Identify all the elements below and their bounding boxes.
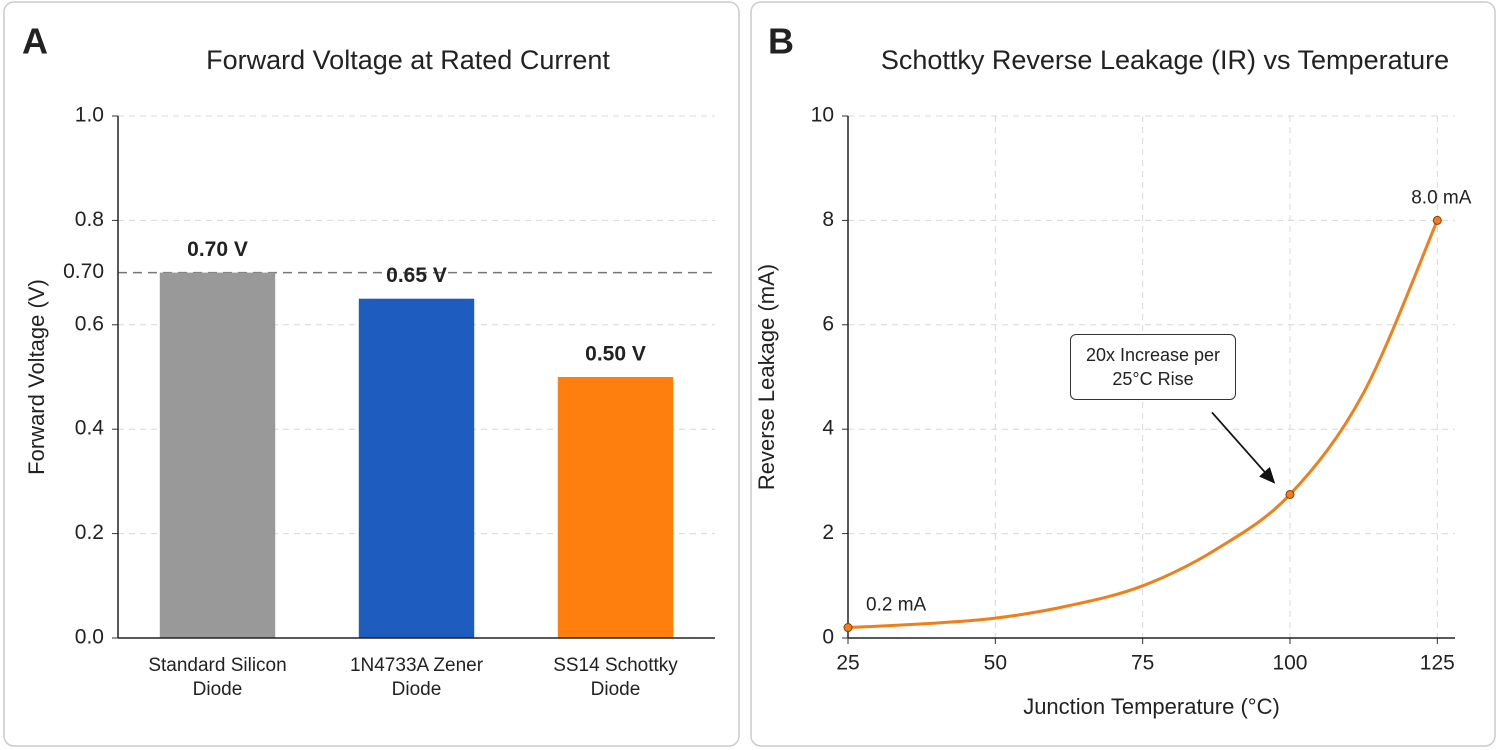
- y-axis-label: Reverse Leakage (mA): [754, 264, 779, 490]
- y-tick-label: 0.2: [75, 521, 104, 544]
- annotation-point: [1432, 215, 1442, 225]
- value-label: 0.50 V: [585, 343, 646, 366]
- y-tick-label: 4: [822, 417, 834, 440]
- x-tick-label: 25: [836, 652, 859, 675]
- annotation-point: [843, 623, 853, 633]
- y-tick-label: 2: [822, 521, 834, 544]
- bar: [159, 272, 276, 638]
- x-tick-label: 50: [984, 652, 1007, 675]
- y-tick-label: 6: [822, 312, 834, 335]
- x-tick-label: 1N4733A Zener Diode: [349, 655, 484, 700]
- value-label: 0.65 V: [386, 264, 447, 287]
- annotation-label: 8.0 mA: [1411, 187, 1472, 208]
- chart-title: Forward Voltage at Rated Current: [206, 45, 610, 75]
- annotation-callout: 20x Increase per 25°C Rise: [1069, 334, 1236, 401]
- y-tick-label: 1.0: [75, 104, 104, 127]
- bar: [557, 377, 674, 638]
- x-tick-label: 125: [1420, 652, 1455, 675]
- annotation-point: [1285, 489, 1295, 499]
- y-axis-label: Forward Voltage (V): [24, 279, 49, 475]
- x-tick-label: 75: [1131, 652, 1154, 675]
- y-tick-label: 10: [811, 104, 834, 127]
- y-tick-label: 0.8: [75, 208, 104, 231]
- reference-label: 0.70: [63, 260, 104, 283]
- chart-title: Schottky Reverse Leakage (IR) vs Tempera…: [881, 45, 1449, 75]
- y-tick-label: 8: [822, 208, 834, 231]
- panel-label: B: [768, 21, 794, 62]
- bar: [358, 298, 475, 638]
- panel-label: A: [22, 21, 48, 62]
- annotation-label: 0.2 mA: [866, 595, 927, 616]
- y-tick-label: 0: [822, 626, 834, 649]
- y-tick-label: 0.4: [75, 417, 105, 440]
- x-axis-label: Junction Temperature (°C): [1023, 694, 1280, 719]
- y-tick-label: 0.0: [75, 626, 104, 649]
- annotation-arrow: [1211, 411, 1276, 484]
- y-tick-label: 0.6: [75, 312, 104, 335]
- line: [847, 219, 1439, 630]
- x-tick-label: SS14 Schottky Diode: [553, 655, 678, 700]
- value-label: 0.70 V: [187, 238, 248, 261]
- x-tick-label: 100: [1272, 652, 1307, 675]
- x-tick-label: Standard Silicon Diode: [148, 655, 287, 700]
